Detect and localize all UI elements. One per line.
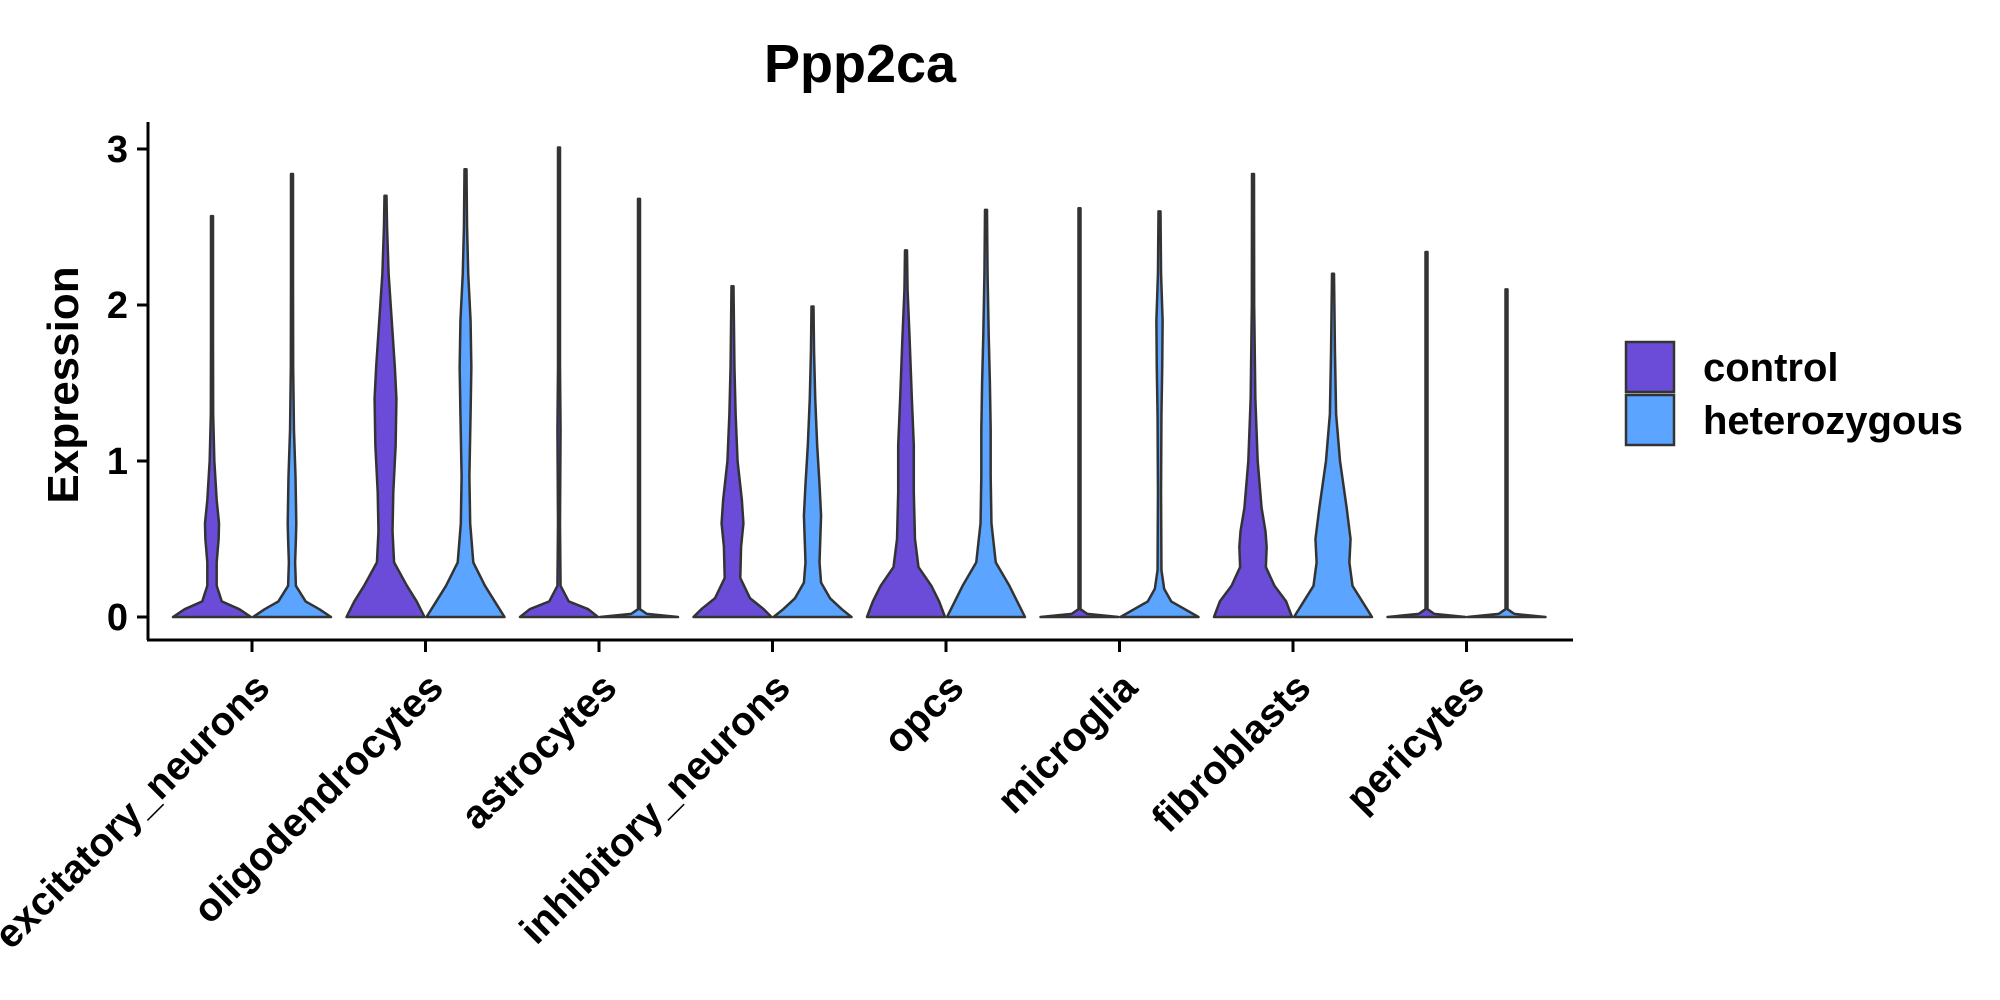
y-axis-ticks: 0 1 2 3	[107, 129, 148, 639]
legend-swatch-heterozygous	[1624, 393, 1676, 447]
violin-control-inhibitory_neurons	[692, 285, 773, 619]
y-tick-label: 3	[107, 129, 128, 171]
y-tick-label: 1	[107, 441, 128, 483]
violin-heterozygous-fibroblasts	[1292, 272, 1374, 619]
violin-heterozygous-opcs	[945, 208, 1027, 619]
y-tick-label: 0	[107, 597, 128, 639]
x-tick-label: excitatory_neurons	[0, 665, 278, 957]
violin-heterozygous-microglia	[1119, 210, 1200, 619]
violin-control-astrocytes	[518, 146, 600, 619]
violin-heterozygous-pericytes	[1466, 288, 1547, 619]
violin-control-opcs	[865, 249, 947, 619]
x-tick-label: astrocytes	[453, 665, 626, 838]
violin-control-fibroblasts	[1212, 172, 1294, 619]
violin-control-excitatory_neurons	[171, 214, 253, 619]
legend: control heterozygous	[1624, 340, 1963, 447]
x-tick-label: pericytes	[1338, 665, 1493, 820]
x-tick-label: opcs	[875, 665, 972, 762]
y-axis-label: Expression	[39, 266, 88, 503]
violin-heterozygous-excitatory_neurons	[251, 172, 333, 619]
legend-swatch-control	[1624, 340, 1676, 394]
violin-heterozygous-inhibitory_neurons	[772, 305, 853, 619]
violin-heterozygous-oligodendrocytes	[425, 168, 506, 619]
legend-label-heterozygous: heterozygous	[1703, 399, 1963, 443]
violin-control-oligodendrocytes	[345, 194, 426, 619]
violin-control-pericytes	[1386, 250, 1467, 619]
x-tick-label: fibroblasts	[1144, 665, 1320, 841]
violin-heterozygous-astrocytes	[598, 197, 680, 619]
x-tick-label: microglia	[989, 665, 1146, 822]
legend-label-control: control	[1703, 346, 1839, 390]
violin-series-group	[171, 146, 1547, 619]
chart-title: Ppp2ca	[764, 34, 957, 94]
y-tick-label: 2	[107, 285, 128, 327]
violin-control-microglia	[1039, 207, 1120, 619]
